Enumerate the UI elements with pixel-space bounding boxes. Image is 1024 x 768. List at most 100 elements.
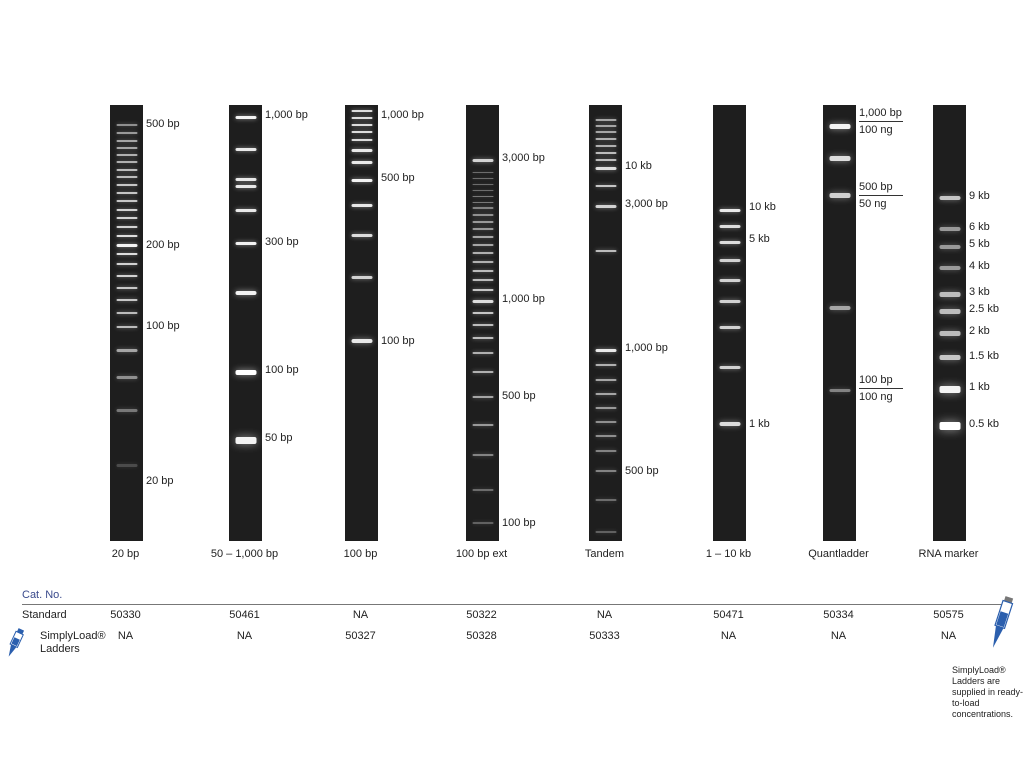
- marker-label: 1,000 bp: [859, 107, 902, 119]
- marker-amount-label: 50 ng: [859, 198, 887, 210]
- gel-band: [829, 192, 850, 198]
- lane-name: RNA marker: [918, 548, 979, 560]
- marker-label: 500 bp: [625, 465, 659, 477]
- marker-label: 100 bp: [381, 335, 415, 347]
- gel-band: [595, 531, 616, 533]
- gel-band: [116, 169, 137, 171]
- gel-band: [472, 252, 493, 254]
- gel-band: [472, 289, 493, 291]
- gel-band: [719, 258, 740, 262]
- marker-label: 500 bp: [381, 172, 415, 184]
- gel-band: [719, 240, 740, 244]
- gel-band: [595, 470, 616, 472]
- marker-label: 20 bp: [146, 475, 174, 487]
- gel-band: [472, 337, 493, 339]
- cat-no-title: Cat. No.: [22, 589, 63, 601]
- marker-label: 1,000 bp: [502, 293, 545, 305]
- marker-label: 2.5 kb: [969, 303, 999, 315]
- gel-band: [939, 227, 960, 231]
- gel-band: [351, 275, 372, 279]
- marker-label: 10 kb: [625, 160, 652, 172]
- gel-band: [351, 131, 372, 133]
- marker-label: 9 kb: [969, 190, 990, 202]
- gel-band: [595, 407, 616, 409]
- marker-divider: [859, 388, 903, 389]
- gel-band: [595, 185, 616, 187]
- marker-label: 3 kb: [969, 286, 990, 298]
- gel-band: [472, 236, 493, 238]
- lane-name: Tandem: [584, 548, 625, 560]
- lane-name: Quantladder: [808, 548, 869, 560]
- marker-divider: [859, 121, 903, 122]
- marker-label: 100 bp: [502, 517, 536, 529]
- gel-band: [235, 177, 256, 181]
- table-cell: 50330: [110, 609, 141, 621]
- gel-band: [472, 171, 493, 173]
- gel-band: [472, 396, 493, 398]
- gel-band: [472, 244, 493, 246]
- table-cell: NA: [596, 609, 613, 621]
- gel-band: [351, 178, 372, 182]
- gel-band: [472, 261, 493, 263]
- gel-band: [235, 147, 256, 151]
- marker-label: 0.5 kb: [969, 418, 999, 430]
- gel-band: [595, 499, 616, 501]
- marker-label: 10 kb: [749, 201, 776, 213]
- gel-band: [472, 201, 493, 203]
- gel-band: [595, 450, 616, 452]
- gel-band: [351, 233, 372, 237]
- gel-band: [719, 365, 740, 369]
- gel-band: [116, 192, 137, 194]
- marker-label: 100 bp: [859, 374, 893, 386]
- gel-band: [595, 348, 616, 352]
- table-cell: 50322: [466, 609, 497, 621]
- gel-band: [939, 330, 960, 336]
- gel-lane: [933, 105, 966, 541]
- gel-band: [719, 224, 740, 228]
- gel-band: [116, 176, 137, 178]
- gel-band: [472, 312, 493, 314]
- gel-band: [472, 158, 493, 162]
- gel-band: [472, 183, 493, 185]
- gel-band: [595, 435, 616, 437]
- gel-band: [116, 154, 137, 156]
- gel-band: [472, 177, 493, 179]
- gel-band: [939, 422, 960, 430]
- gel-band: [351, 117, 372, 119]
- table-cell: 50333: [589, 630, 620, 642]
- marker-label: 50 bp: [265, 432, 293, 444]
- gel-lane: [345, 105, 378, 541]
- gel-lane: [823, 105, 856, 541]
- gel-band: [472, 228, 493, 230]
- gel-band: [116, 299, 137, 301]
- gel-band: [472, 454, 493, 456]
- gel-band: [116, 217, 137, 219]
- marker-label: 100 bp: [265, 364, 299, 376]
- gel-band: [719, 422, 740, 426]
- gel-band: [351, 124, 372, 126]
- table-cell: NA: [830, 630, 847, 642]
- gel-band: [472, 489, 493, 491]
- gel-band: [472, 371, 493, 373]
- gel-band: [472, 214, 493, 216]
- table-cell: NA: [352, 609, 369, 621]
- table-cell: NA: [940, 630, 957, 642]
- footnote: SimplyLoad® Ladders are supplied in read…: [952, 665, 1024, 719]
- table-cell: 50471: [713, 609, 744, 621]
- pipette-icon: [8, 628, 25, 657]
- row-label-simplyload: SimplyLoad® Ladders: [40, 630, 106, 655]
- gel-lane: [110, 105, 143, 541]
- marker-amount-label: 100 ng: [859, 124, 893, 136]
- marker-label: 1,000 bp: [625, 342, 668, 354]
- table-cell: 50575: [933, 609, 964, 621]
- marker-label: 4 kb: [969, 260, 990, 272]
- table-cell: 50327: [345, 630, 376, 642]
- gel-band: [939, 245, 960, 249]
- gel-band: [116, 184, 137, 186]
- lane-name: 100 bp ext: [455, 548, 508, 560]
- gel-band: [595, 204, 616, 208]
- marker-label: 1 kb: [749, 418, 770, 430]
- table-cell: 50461: [229, 609, 260, 621]
- gel-band: [595, 125, 616, 127]
- gel-band: [719, 278, 740, 282]
